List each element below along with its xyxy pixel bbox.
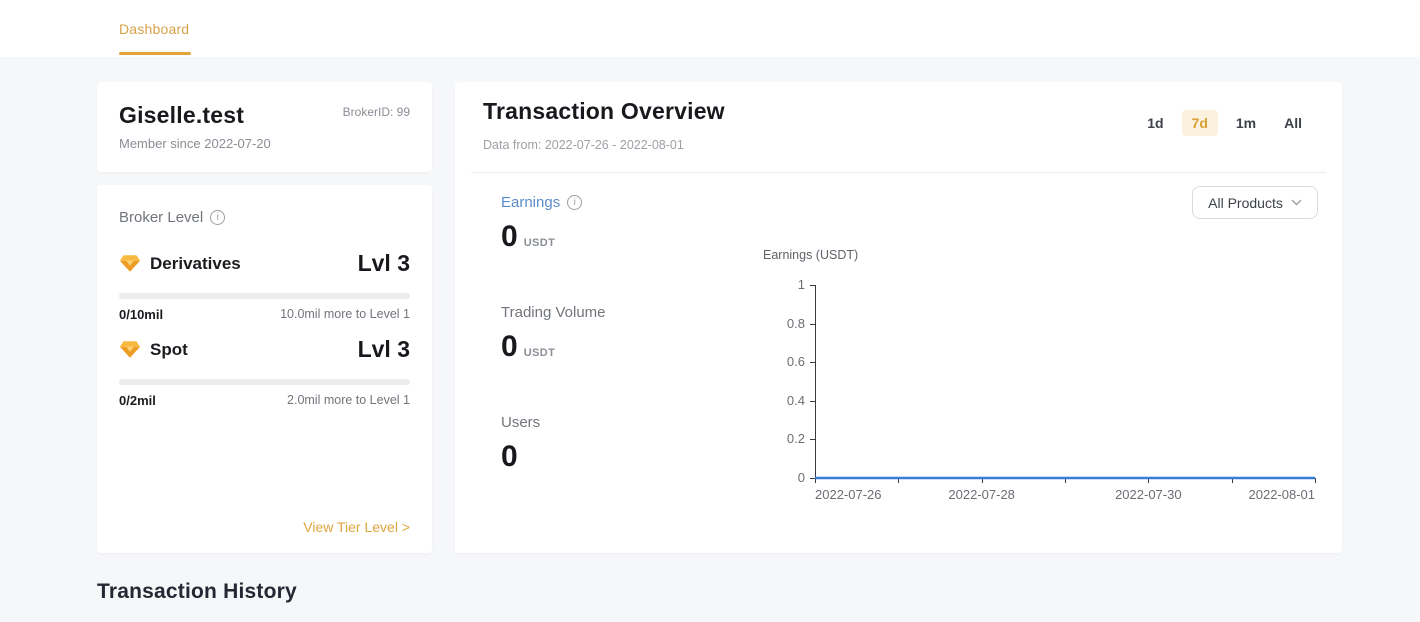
stat-earnings: Earnings 0 USDT <box>501 194 726 254</box>
chart-title: Earnings (USDT) <box>763 248 859 262</box>
info-icon[interactable] <box>210 210 226 225</box>
tier-name: Spot <box>150 339 188 359</box>
tier-progress-text: 0/10mil <box>119 307 164 322</box>
chart-axis <box>810 362 815 364</box>
tier-progress-text: 0/2mil <box>119 393 156 408</box>
chart-axis <box>815 478 816 483</box>
range-all[interactable]: All <box>1284 115 1302 131</box>
tier-name: Derivatives <box>150 253 241 273</box>
chart-axis <box>810 323 815 325</box>
stat-users-label: Users <box>501 414 541 431</box>
chart-tick-label: 2022-07-28 <box>948 487 1015 502</box>
tab-dashboard[interactable]: Dashboard <box>119 0 191 57</box>
stat-earnings-unit: USDT <box>523 237 556 249</box>
view-tier-level-link[interactable]: View Tier Level > <box>303 519 410 535</box>
chart-axis <box>810 285 815 286</box>
tier-progress-bar <box>119 379 410 385</box>
products-dropdown-value: All Products <box>1208 194 1283 211</box>
stat-users: Users 0 <box>501 414 726 474</box>
chart-tick-label: 0.8 <box>786 315 805 331</box>
tier-spot: Spot Lvl 3 0/2mil 2.0mil more to Level 1 <box>119 336 410 408</box>
stat-earnings-value: 0 <box>501 220 518 253</box>
chart-tick-label: 2022-08-01 <box>1248 487 1316 502</box>
chevron-down-icon <box>1291 199 1302 206</box>
chart-axis <box>1065 478 1066 483</box>
chart-axis <box>1315 478 1316 483</box>
broker-level-card: Broker Level Derivatives Lvl 3 0/10mil 1… <box>97 185 432 553</box>
tier-numbers: 0/2mil 2.0mil more to Level 1 <box>119 393 410 408</box>
divider <box>471 172 1326 173</box>
chart-tick-label: 0.2 <box>786 431 805 447</box>
stat-value-row: 0 <box>501 440 726 474</box>
stat-value-row: 0 USDT <box>501 220 726 254</box>
chart-tick-label: 2022-07-30 <box>1115 487 1182 502</box>
time-range-selector: 1d 7d 1m All <box>1137 110 1312 136</box>
topbar: Dashboard <box>0 0 1420 57</box>
stat-value-row: 0 USDT <box>501 330 726 364</box>
broker-name: Giselle.test <box>119 102 245 128</box>
earnings-line-series <box>815 476 1315 480</box>
gem-icon <box>119 341 141 358</box>
stat-trading-volume-unit: USDT <box>523 347 556 359</box>
member-since: Member since 2022-07-20 <box>119 136 271 151</box>
overview-date-range: Data from: 2022-07-26 - 2022-08-01 <box>483 138 684 152</box>
broker-level-title: Broker Level <box>119 209 204 226</box>
overview-stats: Earnings 0 USDT Trading Volume 0 USDT <box>501 194 726 524</box>
profile-header: Giselle.test BrokerID: 99 <box>119 102 410 129</box>
chart-axis <box>1231 478 1233 483</box>
chart-axis <box>1148 478 1150 483</box>
chart-axis <box>810 478 815 479</box>
stat-label-row: Earnings <box>501 194 726 211</box>
stat-trading-volume: Trading Volume 0 USDT <box>501 304 726 364</box>
chart-tick-label: 1 <box>797 277 805 292</box>
stat-users-value: 0 <box>501 440 518 473</box>
tier-head: Derivatives Lvl 3 <box>119 250 410 277</box>
transaction-history-title: Transaction History <box>97 580 297 603</box>
stat-label-row: Trading Volume <box>501 304 726 321</box>
chart-axis <box>815 285 816 479</box>
tier-remaining-text: 2.0mil more to Level 1 <box>287 393 410 407</box>
stat-trading-volume-label: Trading Volume <box>501 304 606 321</box>
tier-head: Spot Lvl 3 <box>119 336 410 363</box>
chart-axis <box>810 439 815 441</box>
info-icon[interactable] <box>567 195 583 210</box>
chart-axis <box>981 478 983 483</box>
tier-remaining-text: 10.0mil more to Level 1 <box>280 307 410 321</box>
products-dropdown[interactable]: All Products <box>1192 186 1318 219</box>
broker-id: BrokerID: 99 <box>342 105 410 119</box>
chart-axis <box>898 478 900 483</box>
range-7d[interactable]: 7d <box>1181 110 1218 136</box>
chart-tick-label: 0.6 <box>786 354 805 370</box>
broker-level-header: Broker Level <box>119 209 410 226</box>
tier-numbers: 0/10mil 10.0mil more to Level 1 <box>119 307 410 322</box>
gem-icon <box>119 255 141 272</box>
stat-label-row: Users <box>501 414 726 431</box>
chart-tick-label: 0 <box>797 470 805 485</box>
overview-title: Transaction Overview <box>483 98 725 124</box>
profile-card: Giselle.test BrokerID: 99 Member since 2… <box>97 82 432 172</box>
earnings-chart: Earnings (USDT) 0 0.2 0.4 0.6 0.8 1 2022-07-26… <box>737 240 1337 530</box>
tier-level: Lvl 3 <box>357 250 410 276</box>
tab-dashboard-label: Dashboard <box>119 20 190 37</box>
tier-derivatives: Derivatives Lvl 3 0/10mil 10.0mil more t… <box>119 250 410 322</box>
range-1d[interactable]: 1d <box>1147 115 1164 131</box>
tier-progress-bar <box>119 293 410 299</box>
stat-earnings-label: Earnings <box>501 194 561 211</box>
chart-axis <box>810 400 815 402</box>
tab-active-indicator <box>119 52 191 55</box>
chart-tick-label: 2022-07-26 <box>815 487 882 502</box>
chart-tick-label: 0.4 <box>786 392 805 408</box>
tier-level: Lvl 3 <box>357 336 410 362</box>
range-1m[interactable]: 1m <box>1235 115 1257 131</box>
transaction-overview-card: Transaction Overview Data from: 2022-07-… <box>455 82 1342 553</box>
stat-trading-volume-value: 0 <box>501 330 518 363</box>
